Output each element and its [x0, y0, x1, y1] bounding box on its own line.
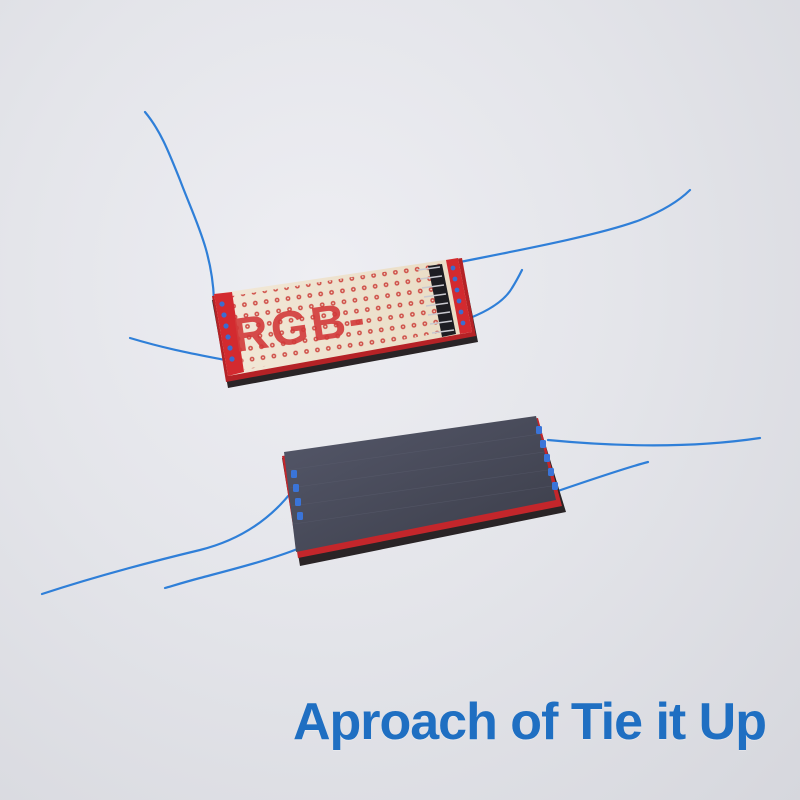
bottom-board	[282, 416, 566, 566]
top-board: RGB-	[212, 258, 478, 388]
caption-title: Aproach of Tie it Up	[292, 693, 767, 751]
top-board-wires	[128, 110, 692, 362]
bottom-board-wires	[40, 436, 762, 596]
left-pads	[219, 301, 235, 362]
bottom-board-pads	[291, 426, 558, 520]
right-pads	[450, 265, 466, 326]
pin-header	[417, 264, 456, 337]
